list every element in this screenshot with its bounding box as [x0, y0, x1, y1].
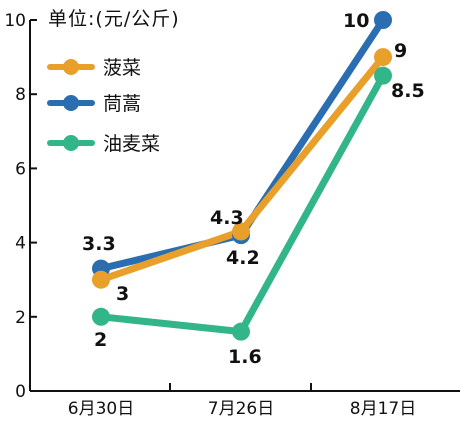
y-tick-label: 8: [15, 85, 26, 105]
data-point: [374, 11, 392, 29]
data-point: [92, 270, 110, 289]
legend-label: 茼蒿: [103, 93, 141, 115]
axes: 0 2 4 6 8 10 6月30日 7月26日 8月17日: [4, 11, 460, 419]
y-tick-label: 2: [15, 308, 26, 328]
data-label: 2: [94, 329, 107, 351]
data-label: 9: [394, 40, 407, 62]
data-label: 10: [343, 10, 369, 32]
data-point: [374, 48, 392, 67]
y-tick-label: 10: [4, 11, 26, 31]
data-label: 4.3: [210, 207, 244, 229]
legend-label: 菠菜: [103, 57, 141, 79]
data-label: 8.5: [391, 80, 425, 102]
legend-label: 油麦菜: [103, 133, 160, 155]
data-point: [374, 66, 392, 85]
data-point: [232, 222, 250, 241]
unit-label: 单位:(元/公斤): [48, 8, 180, 30]
data-label: 1.6: [228, 346, 262, 368]
x-tick-label: 6月30日: [68, 399, 134, 419]
data-label: 3.3: [82, 233, 116, 255]
y-tick-label: 0: [15, 382, 26, 402]
data-point: [92, 307, 110, 326]
data-label: 3: [116, 283, 129, 305]
data-label: 4.2: [226, 247, 260, 269]
data-labels: 3 4.3 9 3.3 4.2 10 2 1.6 8.5: [82, 10, 425, 368]
y-tick-label: 4: [15, 234, 26, 254]
x-tick-label: 7月26日: [208, 399, 274, 419]
legend-marker: [63, 59, 79, 75]
series-layer: [92, 11, 392, 341]
legend-marker: [63, 135, 79, 151]
legend-marker: [63, 95, 79, 111]
data-point: [232, 322, 250, 341]
x-tick-label: 8月17日: [350, 399, 416, 419]
y-tick-label: 6: [15, 159, 26, 179]
